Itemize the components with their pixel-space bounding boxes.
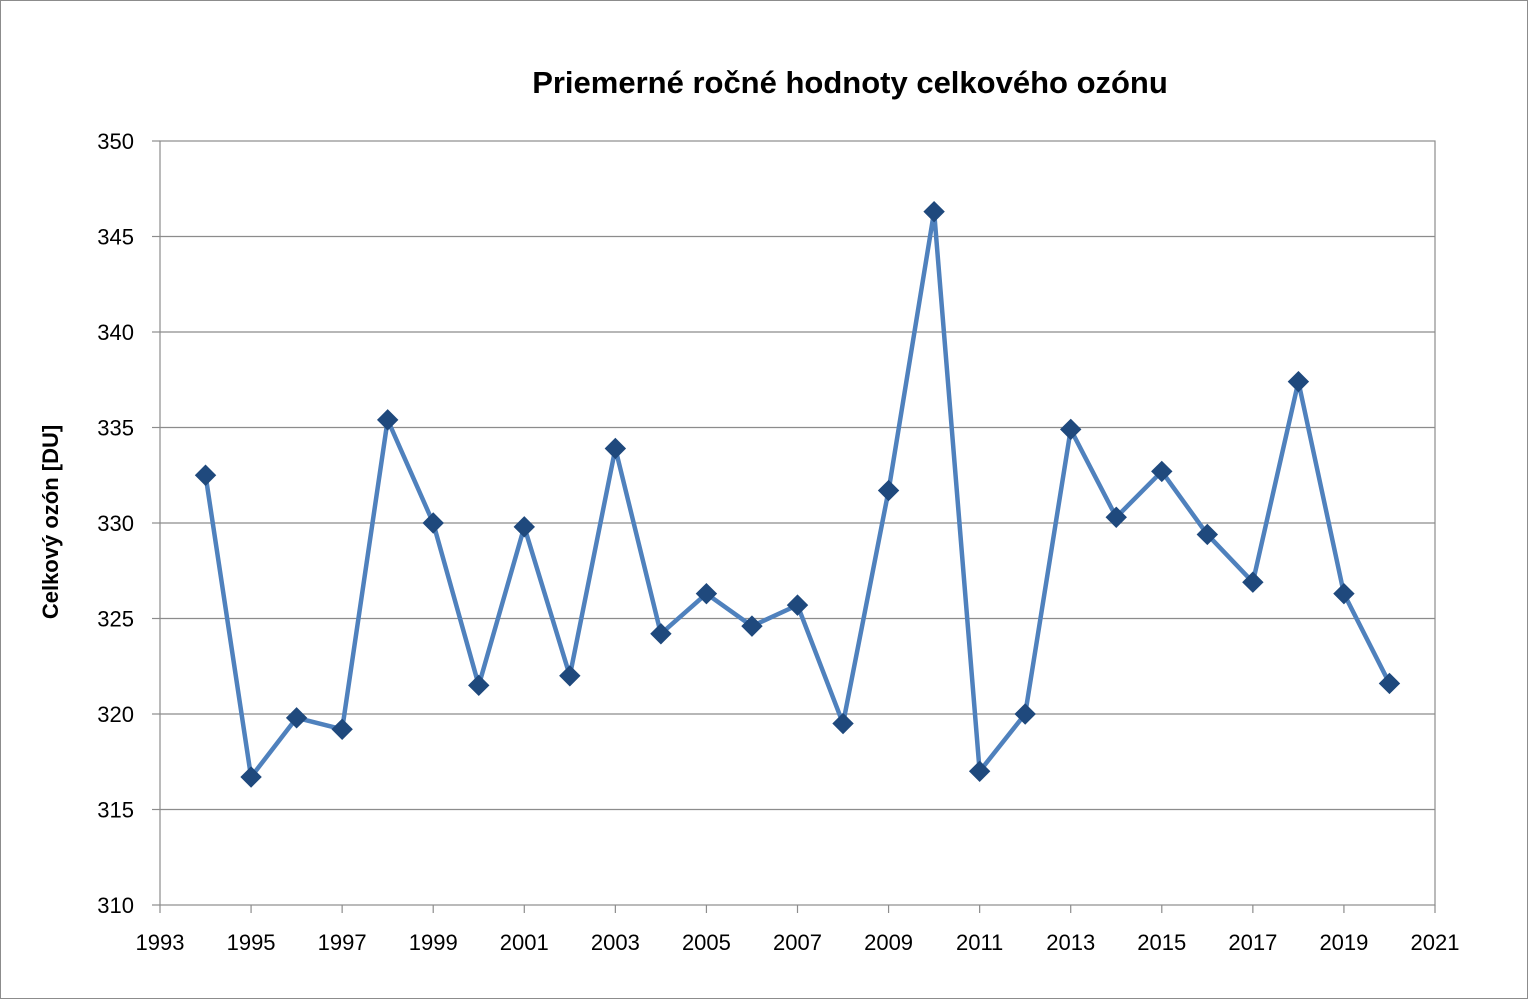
data-point-marker: [786, 594, 809, 616]
data-point-marker: [741, 615, 763, 637]
data-point-marker: [968, 760, 991, 783]
data-point-marker: [422, 512, 444, 534]
y-axis-label: Celkový ozón [DU]: [38, 425, 63, 619]
data-point-marker: [650, 623, 672, 645]
axes: 310 315 320 325 330 335 340 345 350 1993 1995 1997 1…: [97, 129, 1459, 955]
data-point-marker: [1196, 523, 1219, 546]
y-tick-label: 320: [97, 702, 134, 727]
x-tick-label: 1997: [318, 930, 367, 955]
y-tick-label: 310: [97, 893, 134, 918]
y-tick-label: 315: [97, 798, 134, 823]
data-point-marker: [604, 437, 627, 460]
data-point-marker: [513, 516, 535, 538]
data-point-marker: [1151, 460, 1173, 483]
data-point-marker: [240, 766, 262, 788]
data-point-marker: [331, 718, 353, 740]
x-tick-label: 2019: [1319, 930, 1368, 955]
x-tick-label: 2013: [1046, 930, 1095, 955]
x-tick-label: 2021: [1411, 930, 1460, 955]
y-tick-label: 345: [97, 225, 134, 250]
data-point-marker: [468, 674, 490, 697]
y-tick-label: 340: [97, 320, 134, 345]
y-tick-label: 335: [97, 416, 134, 441]
data-point-marker: [285, 707, 308, 729]
data-point-marker: [832, 712, 854, 735]
x-tick-label: 2005: [682, 930, 731, 955]
y-tick-label: 330: [97, 511, 134, 536]
data-point-marker: [559, 665, 581, 687]
x-tick-label: 1993: [136, 930, 185, 955]
data-point-marker: [877, 479, 900, 502]
y-tick-label: 350: [97, 129, 134, 154]
data-point-marker: [1060, 418, 1082, 441]
x-tick-label: 2003: [591, 930, 640, 955]
series-line: [203, 209, 1392, 780]
x-tick-label: 2015: [1137, 930, 1186, 955]
x-tick-label: 2001: [500, 930, 549, 955]
x-tick-label: 2011: [956, 930, 1003, 955]
data-point-marker: [1242, 571, 1264, 593]
data-point-marker: [1287, 370, 1310, 393]
chart-title: Priemerné ročné hodnoty celkového ozónu: [532, 65, 1168, 100]
x-tick-label: 2017: [1228, 930, 1277, 955]
data-point-marker: [923, 200, 945, 223]
x-tick-label: 2007: [773, 930, 822, 955]
x-tick-label: 1999: [409, 930, 458, 955]
gridlines: [160, 235, 1435, 811]
series-group: [194, 200, 1401, 788]
data-point-marker: [695, 582, 718, 605]
y-tick-label: 325: [97, 607, 134, 632]
data-point-marker: [194, 464, 217, 486]
x-tick-label: 1995: [227, 930, 276, 955]
x-tick-label: 2009: [864, 930, 913, 955]
data-point-marker: [1378, 672, 1401, 695]
data-point-marker: [1333, 582, 1355, 605]
data-point-marker: [376, 409, 399, 431]
data-point-marker: [1014, 703, 1036, 725]
data-point-marker: [1105, 506, 1127, 528]
